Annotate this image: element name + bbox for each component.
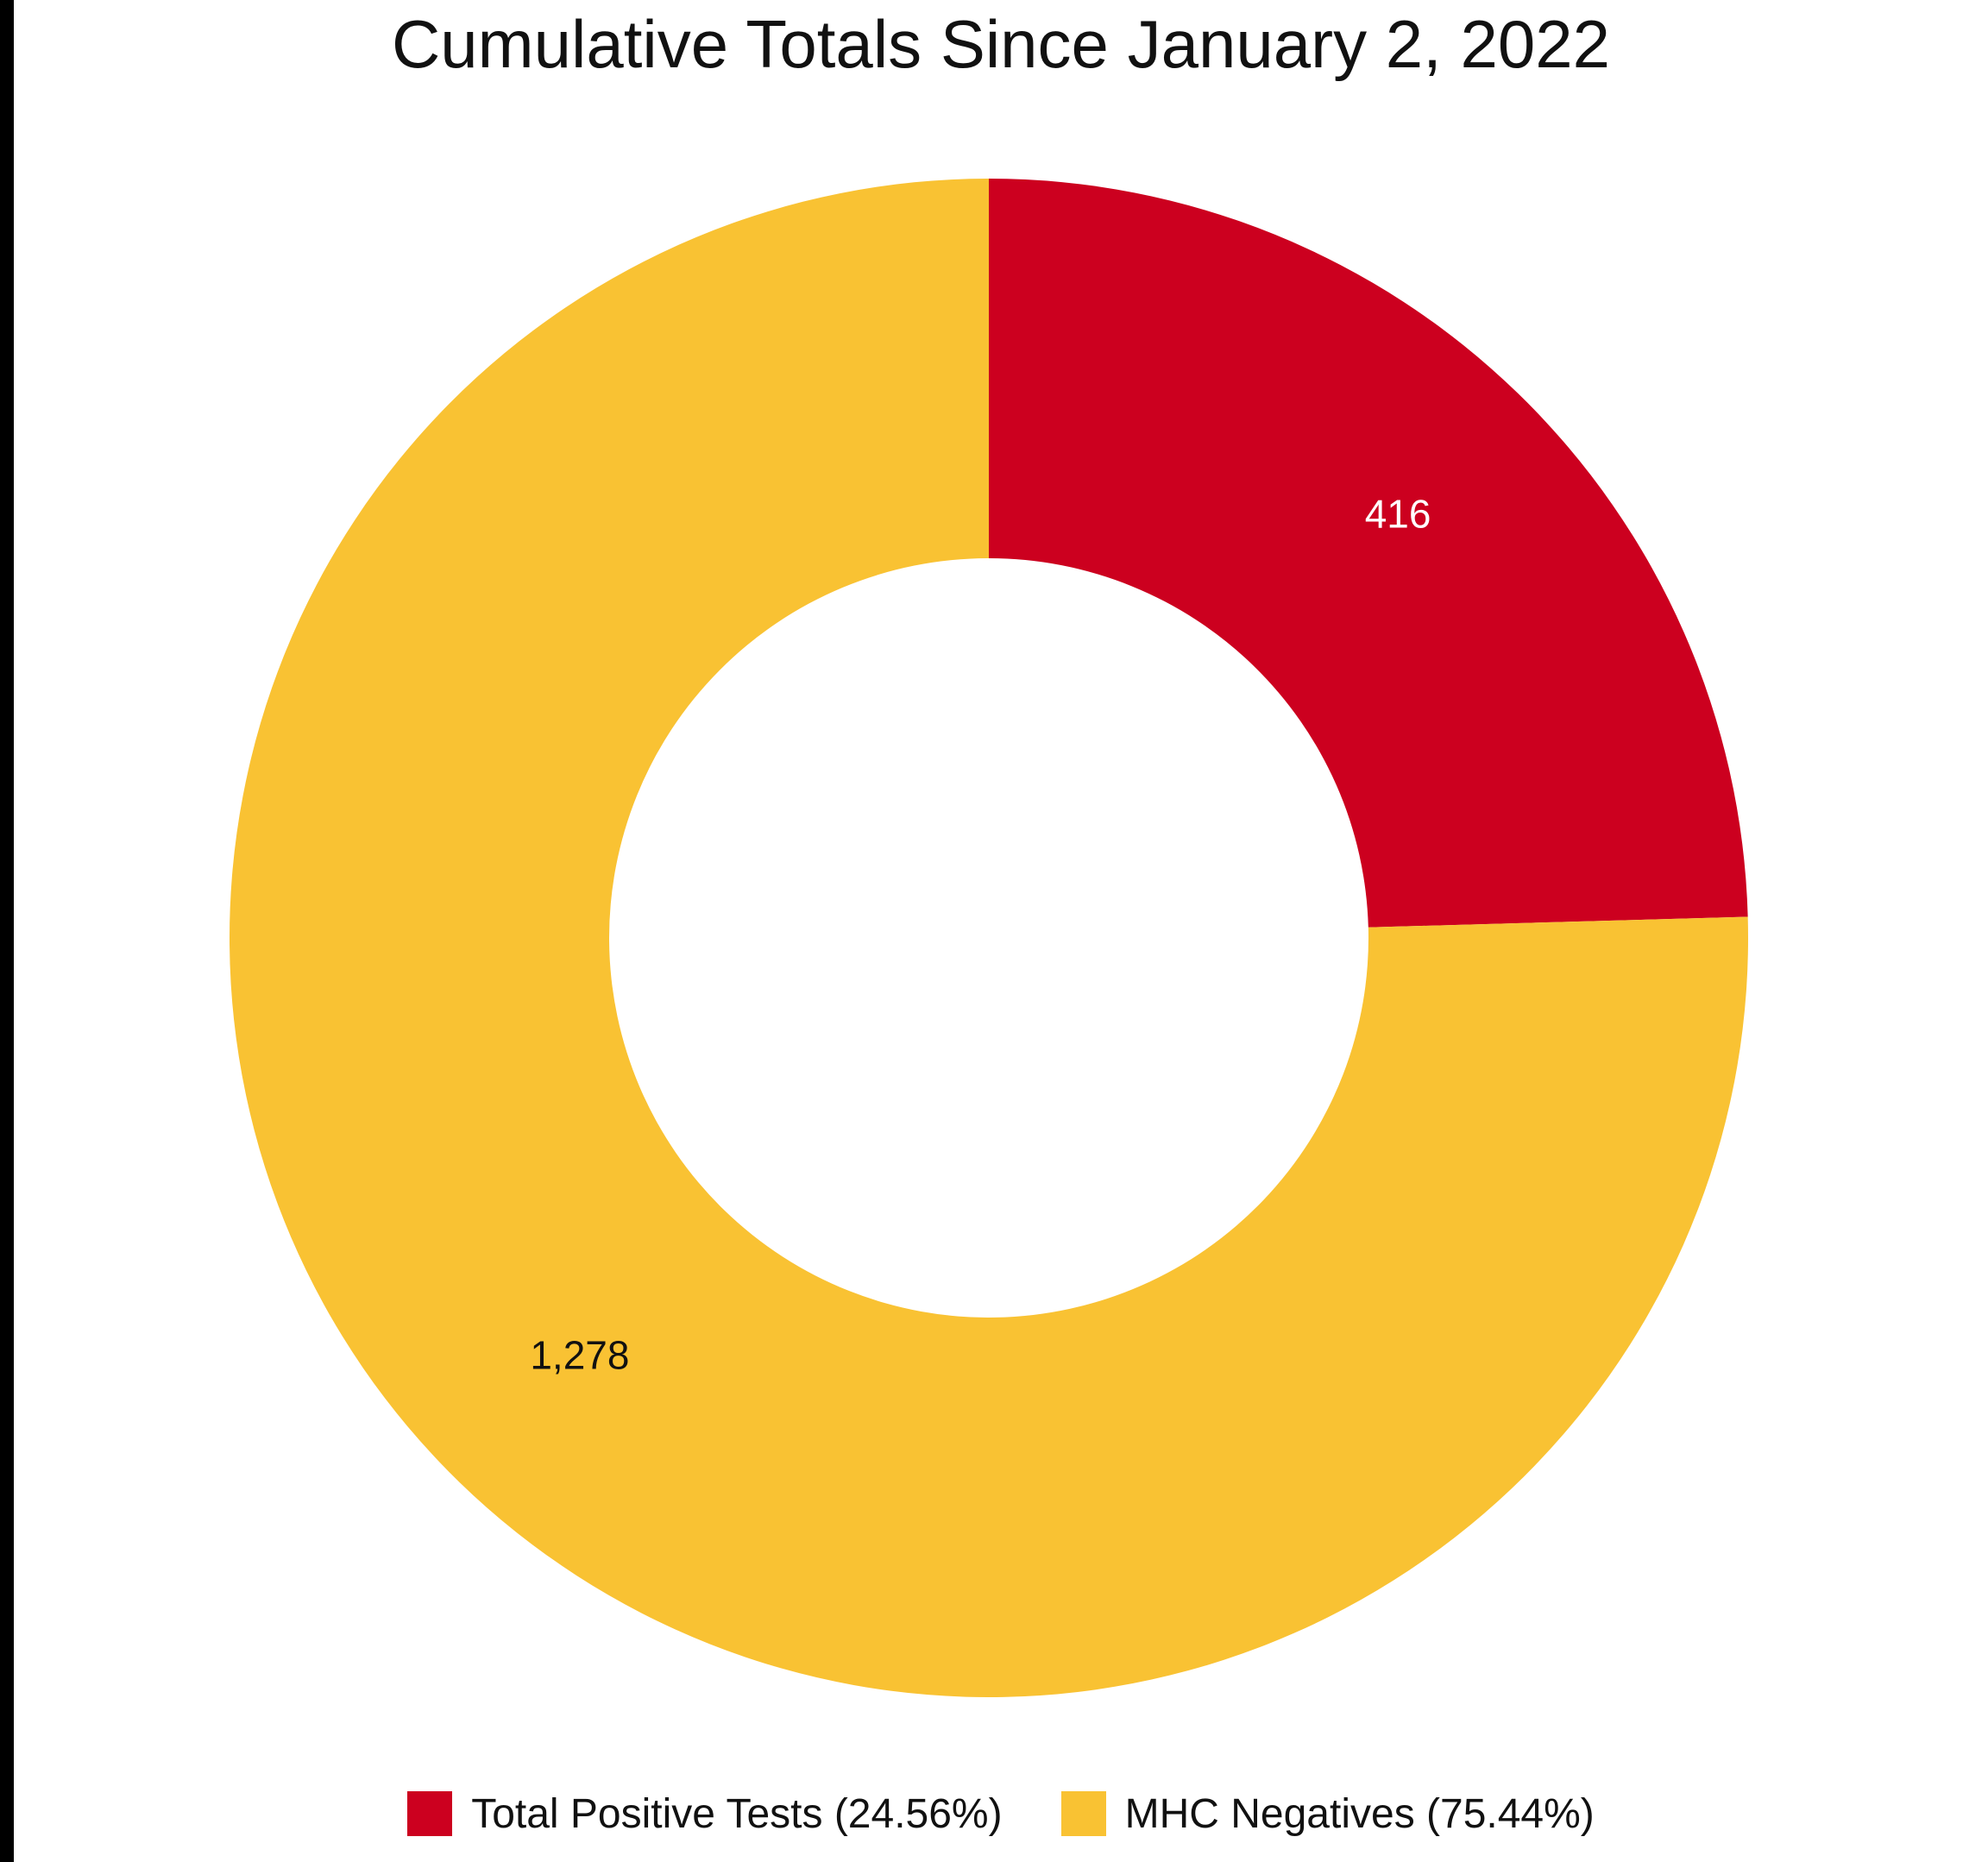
donut-chart: 416 1,278 — [229, 179, 1748, 1697]
legend-swatch-positive — [407, 1791, 453, 1836]
legend-item-positive[interactable]: Total Positive Tests (24.56%) — [407, 1790, 1003, 1838]
legend-swatch-negative — [1060, 1791, 1106, 1836]
data-label-negative: 1,278 — [530, 1333, 629, 1378]
chart-panel: Cumulative Totals Since January 2, 2022 … — [14, 0, 1988, 1862]
donut-slice-positive[interactable] — [989, 179, 1748, 928]
legend-item-negative[interactable]: MHC Negatives (75.44%) — [1060, 1790, 1595, 1838]
donut-slice-negative[interactable] — [229, 179, 1748, 1697]
legend-label-negative: MHC Negatives (75.44%) — [1124, 1790, 1595, 1837]
data-label-positive: 416 — [1365, 492, 1431, 537]
chart-title: Cumulative Totals Since January 2, 2022 — [391, 6, 1611, 82]
chart-legend: Total Positive Tests (24.56%) MHC Negati… — [14, 1786, 1988, 1841]
legend-label-positive: Total Positive Tests (24.56%) — [471, 1790, 1003, 1837]
